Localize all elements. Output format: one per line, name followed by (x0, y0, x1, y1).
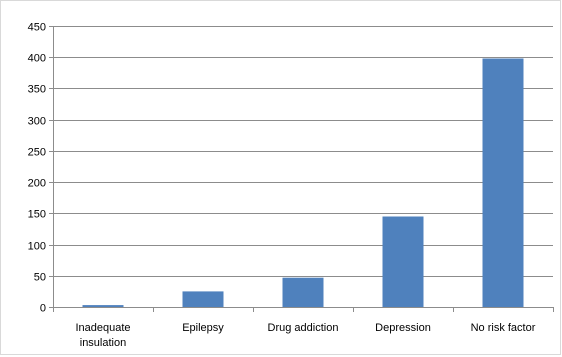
x-tick-label: Depression (375, 322, 431, 334)
x-tick-label: Drug addiction (268, 322, 339, 334)
tick-labels: 0 50 100 150 200 250 300 350 400 450 Inadequate ins… (28, 22, 536, 350)
y-tick-label: 250 (28, 147, 46, 159)
grid-lines (53, 26, 553, 277)
y-tick-label: 350 (28, 84, 46, 96)
x-tick-label-line: Drug addiction (268, 322, 339, 334)
x-tick-label-line: Depression (375, 322, 431, 334)
x-tick-label-line: No risk factor (471, 322, 536, 334)
bar-epilepsy (182, 291, 224, 307)
y-tick-label: 400 (28, 53, 46, 65)
bar-no-risk-factor (482, 58, 524, 307)
bar-inadequate-insulation (82, 305, 124, 307)
axes (49, 26, 554, 312)
y-tick-label: 0 (40, 303, 46, 315)
x-tick-label: Epilepsy (182, 322, 224, 334)
y-tick-label: 50 (34, 272, 46, 284)
y-tick-label: 100 (28, 241, 46, 253)
y-tick-label: 150 (28, 209, 46, 221)
x-tick-label: Inadequate insulation (75, 322, 130, 349)
bar-depression (382, 216, 424, 307)
x-tick-label-line: Epilepsy (182, 322, 224, 334)
bars (82, 58, 524, 307)
y-tick-label: 450 (28, 22, 46, 34)
y-tick-label: 300 (28, 116, 46, 128)
x-tick-label-line: Inadequate (75, 322, 130, 334)
x-tick-label-line: insulation (80, 337, 126, 349)
y-tick-label: 200 (28, 178, 46, 190)
x-tick-label: No risk factor (471, 322, 536, 334)
bar-drug-addiction (282, 277, 324, 307)
